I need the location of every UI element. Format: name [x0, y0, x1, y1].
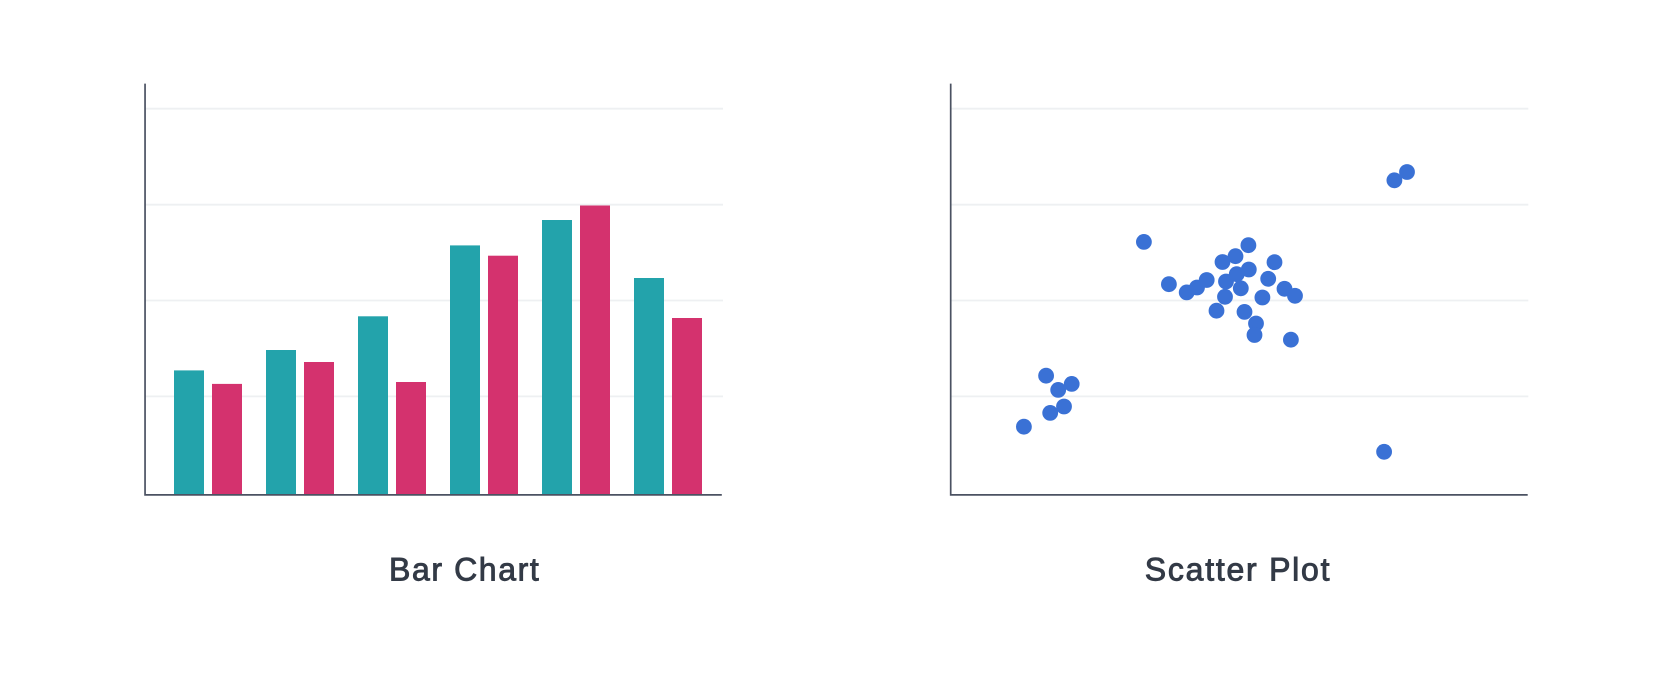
svg-text:Bar Chart: Bar Chart — [389, 551, 540, 587]
svg-text:Scatter Plot: Scatter Plot — [1145, 551, 1331, 587]
